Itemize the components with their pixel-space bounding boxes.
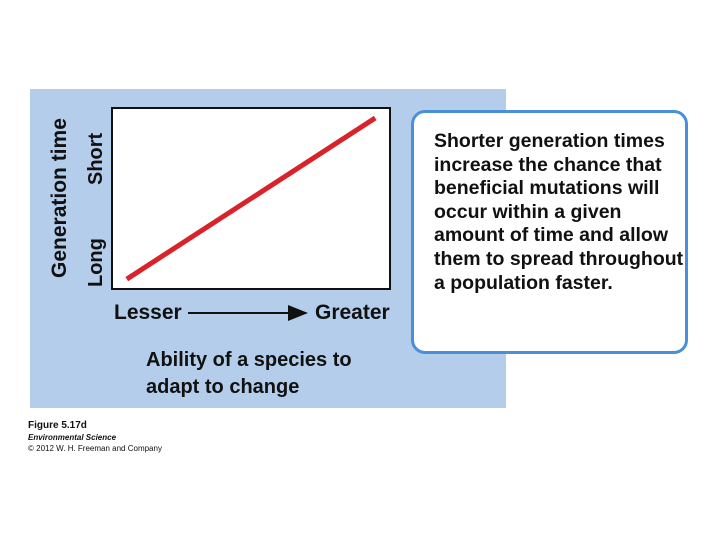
figure-number: Figure 5.17d <box>28 420 87 431</box>
callout-text: Shorter generation times increase the ch… <box>434 130 684 294</box>
x-axis-label: Ability of a species to adapt to change <box>146 349 352 398</box>
y-axis-label: Generation time <box>48 118 71 278</box>
callout-box: Shorter generation times increase the ch… <box>411 110 688 354</box>
y-tick-label-long: Long <box>85 238 107 288</box>
plot-area <box>111 107 391 290</box>
figure-caption: Figure 5.17d Environmental Science © 201… <box>28 419 162 454</box>
book-title: Environmental Science <box>28 433 117 442</box>
x-tick-label-lesser: Lesser <box>114 301 182 324</box>
y-tick-label-short: Short <box>85 132 107 186</box>
copyright-notice: © 2012 W. H. Freeman and Company <box>28 444 162 453</box>
x-tick-label-greater: Greater <box>315 301 390 324</box>
